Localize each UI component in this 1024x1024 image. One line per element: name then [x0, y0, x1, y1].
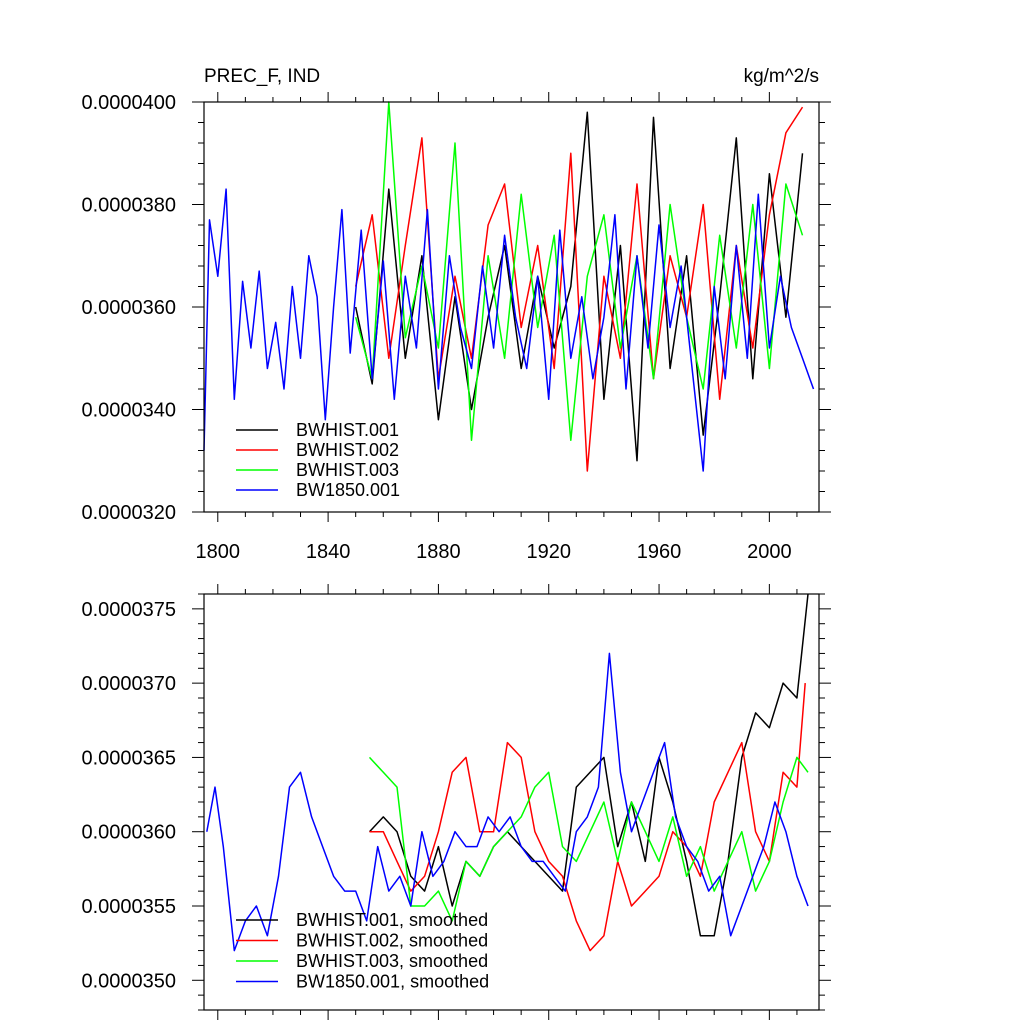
top-series-0	[354, 111, 804, 462]
top-x-tick-label: 1880	[416, 541, 461, 563]
bottom-series-3	[206, 652, 809, 952]
bottom-y-tick-label: 0.0000355	[81, 896, 176, 918]
top-series-3	[203, 188, 815, 472]
bottom-legend-label: BWHIST.003, smoothed	[296, 951, 488, 971]
top-series-1	[354, 106, 804, 472]
bottom-y-tick-label: 0.0000360	[81, 822, 176, 844]
top-x-tick-label: 1960	[637, 541, 682, 563]
top-x-tick-label: 2000	[747, 541, 792, 563]
bottom-y-tick-label: 0.0000350	[81, 970, 176, 992]
top-y-tick-label: 0.0000380	[81, 195, 176, 217]
bottom-legend-label: BW1850.001, smoothed	[296, 972, 489, 992]
top-y-tick-label: 0.0000400	[81, 92, 176, 114]
top-panel: PREC_F, IND kg/m^2/s 1800 1840 1880 1920 196…	[81, 66, 831, 563]
top-legend-label: BW1850.001	[296, 480, 400, 500]
top-series-2	[354, 101, 804, 442]
bottom-legend-label: BWHIST.001, smoothed	[296, 910, 488, 930]
bottom-panel: 0.0000350 0.0000355 0.0000360 0.0000365 0.00…	[81, 584, 831, 1020]
bottom-y-tick-label: 0.0000375	[81, 599, 176, 621]
top-legend-label: BWHIST.001	[296, 420, 399, 440]
top-plot-frame	[203, 101, 820, 513]
top-x-tick-label: 1840	[306, 541, 351, 563]
bottom-y-tick-label: 0.0000370	[81, 673, 176, 695]
top-y-tick-label: 0.0000340	[81, 400, 176, 422]
bottom-series-1	[369, 683, 806, 952]
top-y-tick-label: 0.0000320	[81, 502, 176, 524]
bottom-series-0	[368, 593, 809, 937]
top-x-tick-label: 1800	[196, 541, 241, 563]
bottom-legend-label: BWHIST.002, smoothed	[296, 931, 488, 951]
bottom-plot-frame	[203, 593, 820, 1011]
bottom-series-2	[368, 756, 809, 922]
top-x-tick-label: 1920	[526, 541, 571, 563]
top-legend-label: BWHIST.003	[296, 460, 399, 480]
top-title-right: kg/m^2/s	[744, 66, 819, 87]
top-legend-label: BWHIST.002	[296, 440, 399, 460]
bottom-y-tick-label: 0.0000365	[81, 747, 176, 769]
top-y-tick-label: 0.0000360	[81, 297, 176, 319]
top-title-left: PREC_F, IND	[204, 66, 320, 87]
